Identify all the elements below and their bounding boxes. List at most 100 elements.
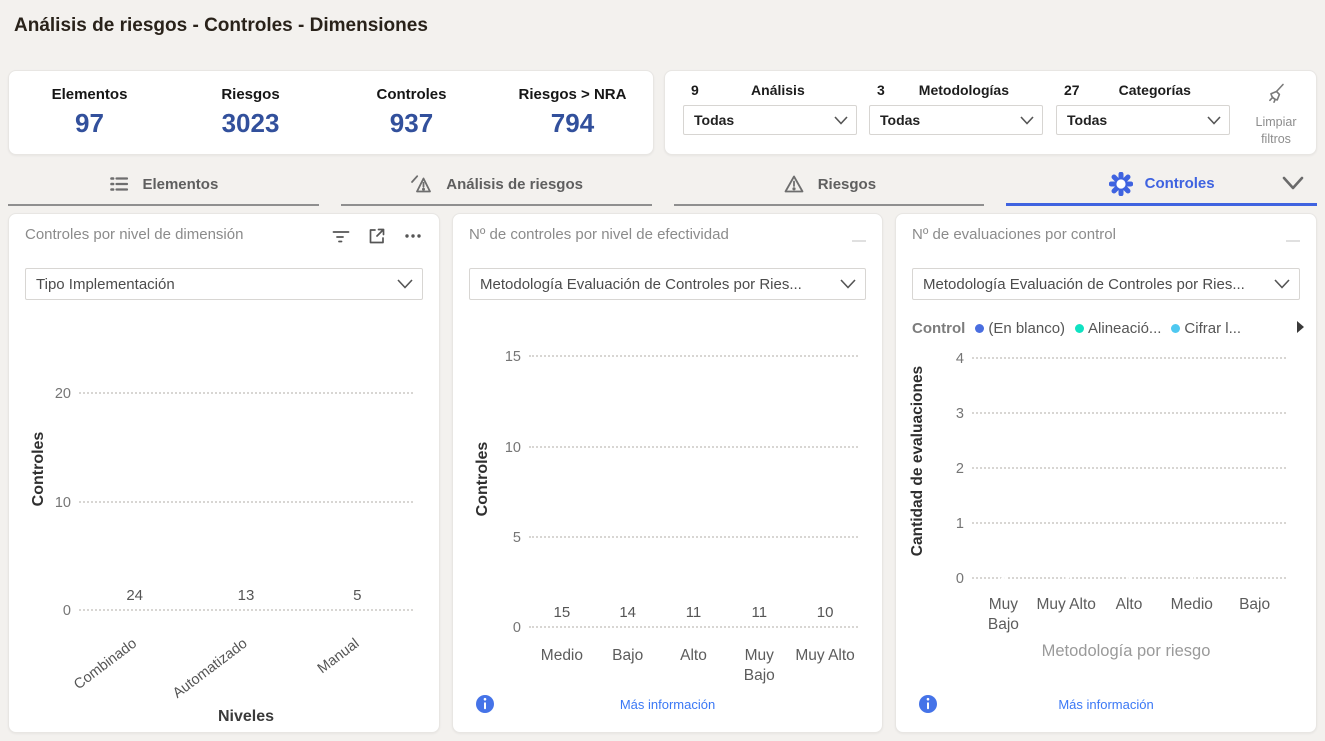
legend-label: Alineació... [1088, 319, 1162, 337]
y-axis-title: Cantidad de evaluaciones [909, 365, 926, 557]
gridline [79, 500, 413, 503]
x-tick-label: Muy Bajo [987, 596, 1019, 634]
chevron-down-icon [840, 279, 856, 289]
y-tick-label: 15 [504, 349, 521, 366]
x-axis-title: Metodología por riesgo [1041, 642, 1211, 660]
chevron-down-icon [1207, 115, 1221, 125]
tab-controles[interactable]: Controles [1006, 164, 1317, 206]
more-information-link[interactable]: Más información [1058, 697, 1154, 712]
x-tick-label: Alto [1115, 596, 1143, 613]
x-labels: Medio Bajo Alto Muy Bajo Muy Alto [529, 638, 858, 686]
tab-label: Controles [1144, 175, 1215, 192]
bar-value-label: 11 [751, 604, 768, 621]
legend-title: Control [912, 319, 966, 337]
x-label-slot: Muy Alto [792, 638, 858, 686]
gridline [529, 445, 858, 448]
legend-item[interactable]: (En blanco) [975, 320, 1065, 337]
selector-value: Metodología Evaluación de Controles por … [923, 275, 1245, 293]
clear-filters-button[interactable]: Limpiar filtros [1241, 81, 1311, 148]
x-label-slot: Combinado [71, 618, 190, 710]
dropdown-value: Todas [880, 112, 921, 128]
x-label-slot: Muy Bajo [972, 587, 1035, 635]
y-tick-label: 10 [54, 494, 71, 511]
selector-value: Tipo Implementación [36, 275, 175, 293]
y-tick-label: 0 [62, 603, 71, 619]
legend-dot-icon [975, 323, 985, 333]
bar-value-label: 15 [553, 604, 571, 621]
y-tick-label: 0 [955, 571, 964, 587]
x-tick-label: Muy Bajo [743, 647, 775, 685]
page-title: Análisis de riesgos - Controles - Dimens… [14, 15, 428, 36]
kpi-elementos: Elementos 97 [9, 86, 170, 139]
kpi-label: Elementos [51, 86, 128, 103]
filter-icon[interactable] [331, 226, 351, 246]
legend-scroll-right-icon[interactable] [1297, 321, 1304, 333]
chevron-down-icon [1274, 279, 1290, 289]
chevron-down-icon [397, 279, 413, 289]
filter-card: 9 Análisis Todas 3 Metodologías Todas 27… [664, 70, 1317, 155]
chart-card-evaluaciones-por-control: Nº de evaluaciones por control Metodolog… [895, 213, 1317, 733]
x-tick-label: Muy Alto [1036, 596, 1096, 613]
x-label-slot: Manual [302, 618, 413, 710]
filter-count: 27 [1064, 82, 1080, 98]
tab-riesgos[interactable]: Riesgos [673, 164, 985, 206]
filter-label: Análisis [751, 82, 805, 98]
bar-value-label: 24 [126, 587, 143, 604]
focus-mode-icon[interactable] [367, 226, 387, 246]
y-tick-label: 5 [512, 529, 521, 546]
list-icon [110, 177, 129, 191]
filter-group-categorias: 27 Categorías Todas [1056, 81, 1230, 135]
plot-area: 0 10 20 24 13 5 [55, 326, 413, 619]
kpi-riesgos: Riesgos 3023 [170, 86, 331, 139]
analisis-dropdown[interactable]: Todas [683, 105, 857, 135]
legend-items: (En blanco) Alineació... Cifrar l... [975, 320, 1241, 337]
y-tick-label: 1 [955, 515, 964, 532]
chevron-down-icon[interactable] [1279, 170, 1307, 196]
filter-count: 3 [877, 82, 885, 98]
efectividad-selector-dropdown[interactable]: Metodología Evaluación de Controles por … [469, 268, 866, 300]
tab-analisis-de-riesgos[interactable]: Análisis de riesgos [340, 164, 652, 206]
filter-label: Categorías [1118, 82, 1191, 98]
gridline [79, 609, 413, 611]
filter-group-metodologias: 3 Metodologías Todas [869, 81, 1043, 135]
x-tick-label: Combinado [70, 635, 140, 694]
x-tick-label: Alto [680, 647, 707, 664]
gridline [79, 392, 413, 395]
gear-icon [1108, 171, 1133, 196]
chart-title: Nº de controles por nivel de efectividad [469, 226, 729, 243]
filter-group-analisis: 9 Análisis Todas [683, 81, 857, 135]
metodologias-dropdown[interactable]: Todas [869, 105, 1043, 135]
tab-bar: Elementos Análisis de riesgos Riesgos Co… [8, 164, 1317, 206]
dropdown-value: Todas [1067, 112, 1108, 128]
chevron-down-icon [834, 115, 848, 125]
dimension-selector-dropdown[interactable]: Tipo Implementación [25, 268, 423, 300]
tab-elementos[interactable]: Elementos [8, 164, 319, 206]
gridline [972, 411, 1286, 414]
gridline [529, 355, 858, 358]
kpi-label: Riesgos [221, 86, 280, 103]
x-tick-label: Bajo [612, 647, 644, 664]
more-options-icon[interactable] [403, 226, 423, 246]
more-information-link[interactable]: Más información [619, 697, 716, 712]
legend-item[interactable]: Alineació... [1075, 320, 1161, 337]
x-labels: Combinado Automatizado Manual [71, 618, 413, 710]
info-icon[interactable] [475, 694, 495, 719]
legend-label: (En blanco) [988, 319, 1066, 337]
chart-title: Nº de evaluaciones por control [912, 226, 1116, 243]
info-icon[interactable] [918, 694, 938, 719]
legend-dot-icon [1171, 323, 1181, 333]
categorias-dropdown[interactable]: Todas [1056, 105, 1230, 135]
selector-value: Metodología Evaluación de Controles por … [480, 275, 802, 293]
x-label-slot: Alto [661, 638, 727, 686]
gridline [972, 577, 1286, 579]
y-tick-label: 2 [955, 460, 964, 477]
x-tick-label: Muy Alto [795, 647, 855, 664]
kpi-controles: Controles 937 [331, 86, 492, 139]
legend-item[interactable]: Cifrar l... [1171, 320, 1241, 337]
filter-label: Metodologías [918, 82, 1010, 98]
evaluaciones-selector-dropdown[interactable]: Metodología Evaluación de Controles por … [912, 268, 1300, 300]
tab-label: Elementos [142, 175, 219, 193]
kpi-value: 97 [75, 108, 104, 138]
y-tick-label: 4 [955, 350, 964, 367]
